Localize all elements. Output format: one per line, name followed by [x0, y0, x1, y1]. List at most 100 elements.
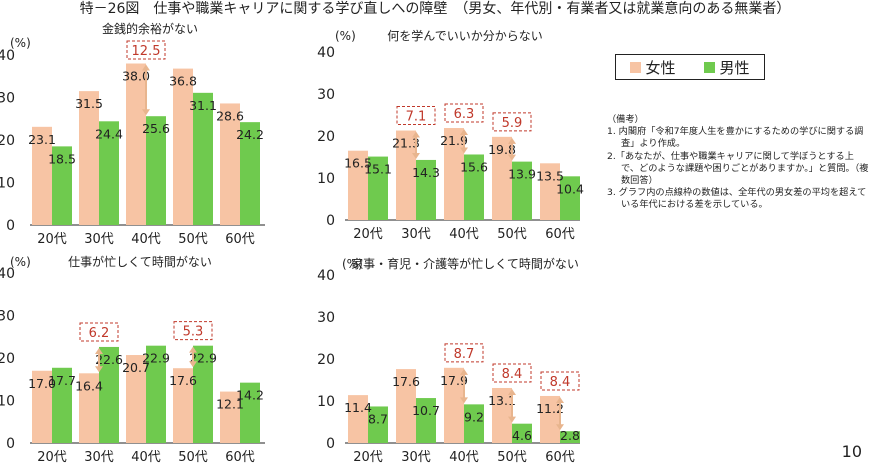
gap-box: [126, 40, 166, 60]
gap-box: [444, 343, 484, 363]
bar-female: [32, 126, 52, 225]
data-label-female: 17.6: [169, 373, 197, 388]
y-tick-label: 10: [0, 394, 15, 410]
note-item: 2.「あなたが、仕事や職業キャリアに関して学ぼうとする上で、どのような課題や困り…: [607, 150, 869, 187]
chart-title: 何を学んでいいか分からない: [387, 28, 542, 43]
page-title: 特－26図 仕事や職業キャリアに関する学び直しへの障壁 （男女、年代別・有業者又…: [79, 1, 791, 17]
y-tick-label: 0: [6, 436, 15, 452]
bar-female: [220, 103, 240, 225]
data-label-male: 13.9: [508, 167, 536, 182]
x-tick-label: 50代: [497, 227, 527, 242]
data-label-female: 28.6: [216, 108, 244, 123]
y-tick-label: 20: [317, 352, 335, 368]
legend-label-female: 女性: [645, 58, 676, 77]
x-tick-label: 40代: [449, 227, 479, 242]
gap-value: 5.3: [183, 325, 204, 340]
y-axis-unit: (%): [10, 255, 31, 269]
data-label-female: 11.4: [344, 400, 372, 415]
note-item: 3. グラフ内の点線枠の数値は、全年代の男女差の平均を超えている年代における差を…: [607, 187, 867, 211]
data-label-female: 17.0: [28, 376, 56, 391]
bar-female: [173, 368, 193, 443]
x-tick-label: 40代: [449, 450, 479, 465]
bar-female: [348, 150, 368, 220]
gap-box: [492, 363, 532, 383]
data-label-male: 14.3: [412, 165, 440, 180]
gap-arrow-head-down: [142, 109, 150, 116]
data-label-female: 23.1: [28, 132, 56, 147]
gap-value: 5.9: [502, 116, 523, 131]
y-axis-unit: (%): [335, 29, 356, 43]
bar-female: [396, 130, 416, 220]
data-label-female: 16.4: [75, 378, 103, 393]
gap-arrow-head-up: [556, 396, 564, 403]
y-tick-label: 40: [0, 266, 15, 282]
bar-female: [126, 355, 146, 443]
data-label-male: 18.5: [48, 151, 76, 166]
bar-female: [540, 395, 560, 443]
gap-value: 7.1: [406, 110, 427, 125]
note-item: 1. 内閣府「令和7年度人生を豊かにするための学びに関する調査」より作成。: [607, 126, 864, 150]
y-tick-label: 40: [317, 45, 335, 61]
bar-female: [79, 373, 99, 443]
data-label-male: 22.6: [95, 352, 123, 367]
data-label-male: 22.9: [142, 351, 170, 366]
y-tick-label: 20: [0, 133, 15, 149]
bar-male: [146, 345, 166, 443]
legend-label-male: 男性: [719, 58, 750, 77]
bar-male: [512, 161, 532, 220]
y-tick-label: 30: [0, 91, 15, 107]
x-tick-label: 30代: [84, 450, 114, 465]
gap-arrow-head-down: [460, 397, 468, 404]
page-number: 10: [841, 442, 862, 461]
data-label-male: 8.7: [368, 411, 388, 426]
gap-box: [444, 103, 484, 123]
data-label-female: 17.9: [440, 373, 468, 388]
gap-arrow-head-up: [412, 131, 420, 138]
y-tick-label: 10: [317, 171, 335, 187]
data-label-female: 11.2: [536, 401, 564, 416]
gap-arrow-head-down: [95, 366, 103, 373]
data-label-female: 16.5: [344, 156, 372, 171]
notes-heading: （備考）: [607, 114, 644, 125]
gap-arrow-head-up: [189, 346, 197, 353]
bar-male: [560, 176, 580, 220]
bar-male: [52, 367, 72, 443]
bar-male: [240, 122, 260, 225]
bar-male: [368, 406, 388, 443]
x-tick-label: 30代: [401, 227, 431, 242]
notes: （備考） 1. 内閣府「令和7年度人生を豊かにするための学びに関する調査」より作…: [607, 114, 869, 212]
chart-title: 金銭的余裕がない: [102, 21, 198, 36]
data-label-male: 10.4: [556, 181, 584, 196]
data-label-male: 2.8: [560, 428, 580, 443]
x-tick-label: 50代: [178, 450, 208, 465]
x-tick-label: 40代: [131, 232, 161, 247]
x-tick-label: 60代: [225, 450, 255, 465]
data-label-male: 10.7: [412, 403, 440, 418]
bar-female: [492, 136, 512, 220]
data-label-female: 13.1: [488, 393, 516, 408]
data-label-female: 21.3: [392, 136, 420, 151]
bar-male: [240, 382, 260, 443]
bar-male: [193, 92, 213, 225]
bar-male: [193, 345, 213, 443]
x-tick-label: 50代: [178, 232, 208, 247]
x-tick-label: 20代: [37, 232, 67, 247]
gap-arrow-head-up: [508, 137, 516, 144]
gap-value: 8.7: [454, 347, 475, 362]
data-label-female: 21.9: [440, 133, 468, 148]
bar-male: [368, 156, 388, 220]
y-tick-label: 0: [326, 213, 335, 229]
gap-arrow-head-down: [412, 152, 420, 159]
legend-swatch-male: [704, 61, 716, 73]
gap-box: [492, 112, 532, 132]
gap-arrow-head-down: [508, 154, 516, 161]
x-tick-label: 30代: [401, 450, 431, 465]
gap-arrow-head-up: [95, 347, 103, 354]
gap-arrow-head-up: [460, 368, 468, 375]
bar-male: [99, 121, 119, 225]
data-label-male: 24.2: [236, 127, 264, 142]
x-tick-label: 60代: [545, 227, 575, 242]
data-label-male: 4.6: [512, 428, 532, 443]
data-label-female: 13.5: [536, 168, 564, 183]
